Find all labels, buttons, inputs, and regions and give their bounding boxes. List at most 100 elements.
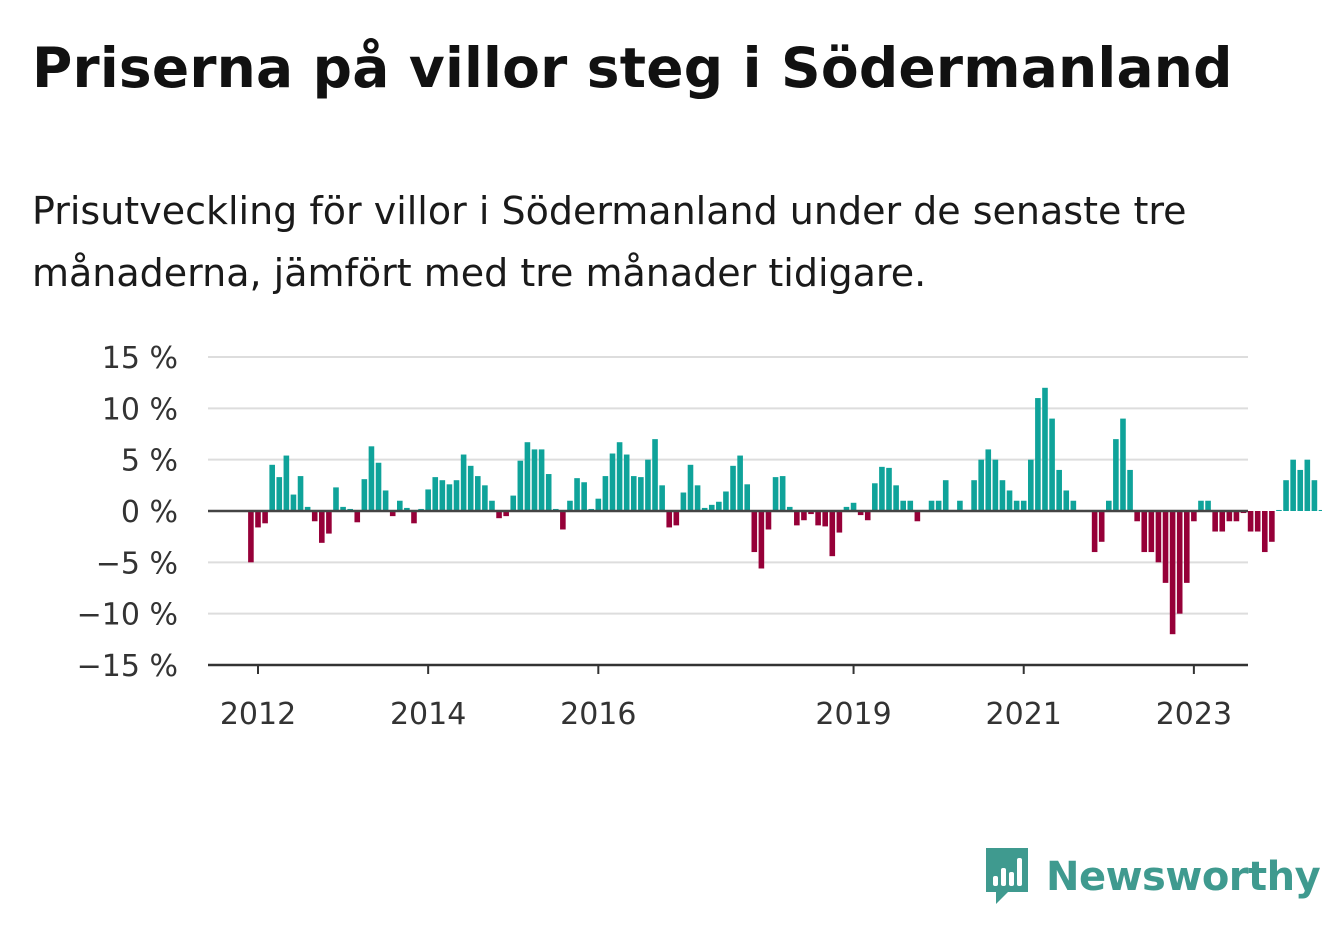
bar xyxy=(701,507,708,511)
bar xyxy=(730,465,736,511)
chart-subtitle: Prisutveckling för villor i Södermanland… xyxy=(32,189,1187,295)
bar xyxy=(801,511,807,521)
bar xyxy=(1106,500,1112,511)
bar-series xyxy=(248,387,1322,635)
bar xyxy=(248,511,254,563)
bar xyxy=(297,476,304,511)
bar xyxy=(382,490,389,511)
bar xyxy=(1198,500,1204,511)
axes xyxy=(208,509,1248,674)
bar xyxy=(935,500,942,511)
bar xyxy=(581,482,587,511)
bar xyxy=(319,511,325,543)
bar xyxy=(1091,511,1098,553)
bar xyxy=(538,449,545,511)
bar xyxy=(978,459,984,511)
bar xyxy=(737,455,743,511)
bar xyxy=(269,464,275,511)
bar xyxy=(914,511,921,522)
y-tick-label: 15 % xyxy=(102,341,178,376)
bar xyxy=(1191,511,1197,522)
bar xyxy=(1290,459,1296,511)
y-tick-label: −15 % xyxy=(77,649,178,684)
bar xyxy=(517,460,524,511)
bar xyxy=(971,480,977,511)
x-tick-label: 2016 xyxy=(560,697,636,732)
bar xyxy=(1297,469,1304,511)
bar xyxy=(1269,511,1275,542)
bar xyxy=(1219,511,1226,532)
bar xyxy=(957,500,963,511)
bar xyxy=(255,511,261,528)
y-tick-label: −10 % xyxy=(77,598,178,633)
bar xyxy=(425,489,431,511)
bar xyxy=(850,502,857,511)
bar xyxy=(1205,500,1211,511)
bar xyxy=(1254,511,1261,532)
bar xyxy=(340,506,346,511)
bar xyxy=(1283,480,1289,511)
bar xyxy=(872,483,878,511)
x-tick-label: 2019 xyxy=(815,697,891,732)
bar xyxy=(375,462,382,511)
y-tick-label: −5 % xyxy=(96,546,178,581)
bar xyxy=(694,485,701,511)
bar xyxy=(808,511,814,515)
bar xyxy=(985,449,992,511)
bar xyxy=(616,442,623,511)
bar xyxy=(446,484,453,511)
bar xyxy=(1049,418,1055,511)
bar xyxy=(326,511,332,534)
bar xyxy=(1304,459,1311,511)
bar xyxy=(368,446,375,511)
bar xyxy=(673,511,680,526)
bar xyxy=(1127,469,1133,511)
bar xyxy=(659,485,665,511)
bar xyxy=(482,485,488,511)
bar xyxy=(687,464,694,511)
bar xyxy=(262,511,268,524)
bar xyxy=(1120,418,1126,511)
bar xyxy=(907,500,914,511)
bar xyxy=(609,453,616,511)
bar xyxy=(716,501,722,511)
bar xyxy=(1226,511,1233,522)
bar xyxy=(645,459,651,511)
bar xyxy=(893,485,899,511)
bar xyxy=(723,491,729,511)
bar xyxy=(864,511,871,521)
bar xyxy=(432,477,439,511)
bar xyxy=(992,459,999,511)
bar xyxy=(1176,511,1183,614)
bar-chart: 15 % 10 % 5 % 0 % −5 % −10 % −15 % 2012 2014 2016… xyxy=(77,341,1322,732)
bar xyxy=(304,506,311,511)
grid-lines xyxy=(208,356,1248,615)
bar xyxy=(531,449,538,511)
bar xyxy=(942,480,949,511)
bar-chart-speech-bubble-icon xyxy=(982,844,1032,910)
brand-name: Newsworthy xyxy=(1046,854,1321,900)
bar xyxy=(1169,511,1176,635)
bar xyxy=(397,500,403,511)
bar xyxy=(999,480,1006,511)
bar xyxy=(1013,500,1020,511)
bar xyxy=(1006,490,1013,511)
bar xyxy=(510,495,517,511)
bar xyxy=(361,479,368,511)
bar xyxy=(779,476,786,511)
bar xyxy=(1155,511,1162,563)
bar xyxy=(1020,500,1027,511)
bar xyxy=(786,506,793,511)
bar xyxy=(744,484,751,511)
bar xyxy=(1162,511,1169,583)
bar xyxy=(857,511,864,516)
brand-logo: Newsworthy xyxy=(982,844,1321,910)
bar xyxy=(843,506,850,511)
bar xyxy=(1063,490,1070,511)
bar xyxy=(829,511,836,557)
x-tick-label: 2014 xyxy=(390,697,466,732)
bar xyxy=(545,474,552,511)
bar xyxy=(879,466,885,511)
bar xyxy=(1148,511,1155,553)
bar xyxy=(900,500,906,511)
